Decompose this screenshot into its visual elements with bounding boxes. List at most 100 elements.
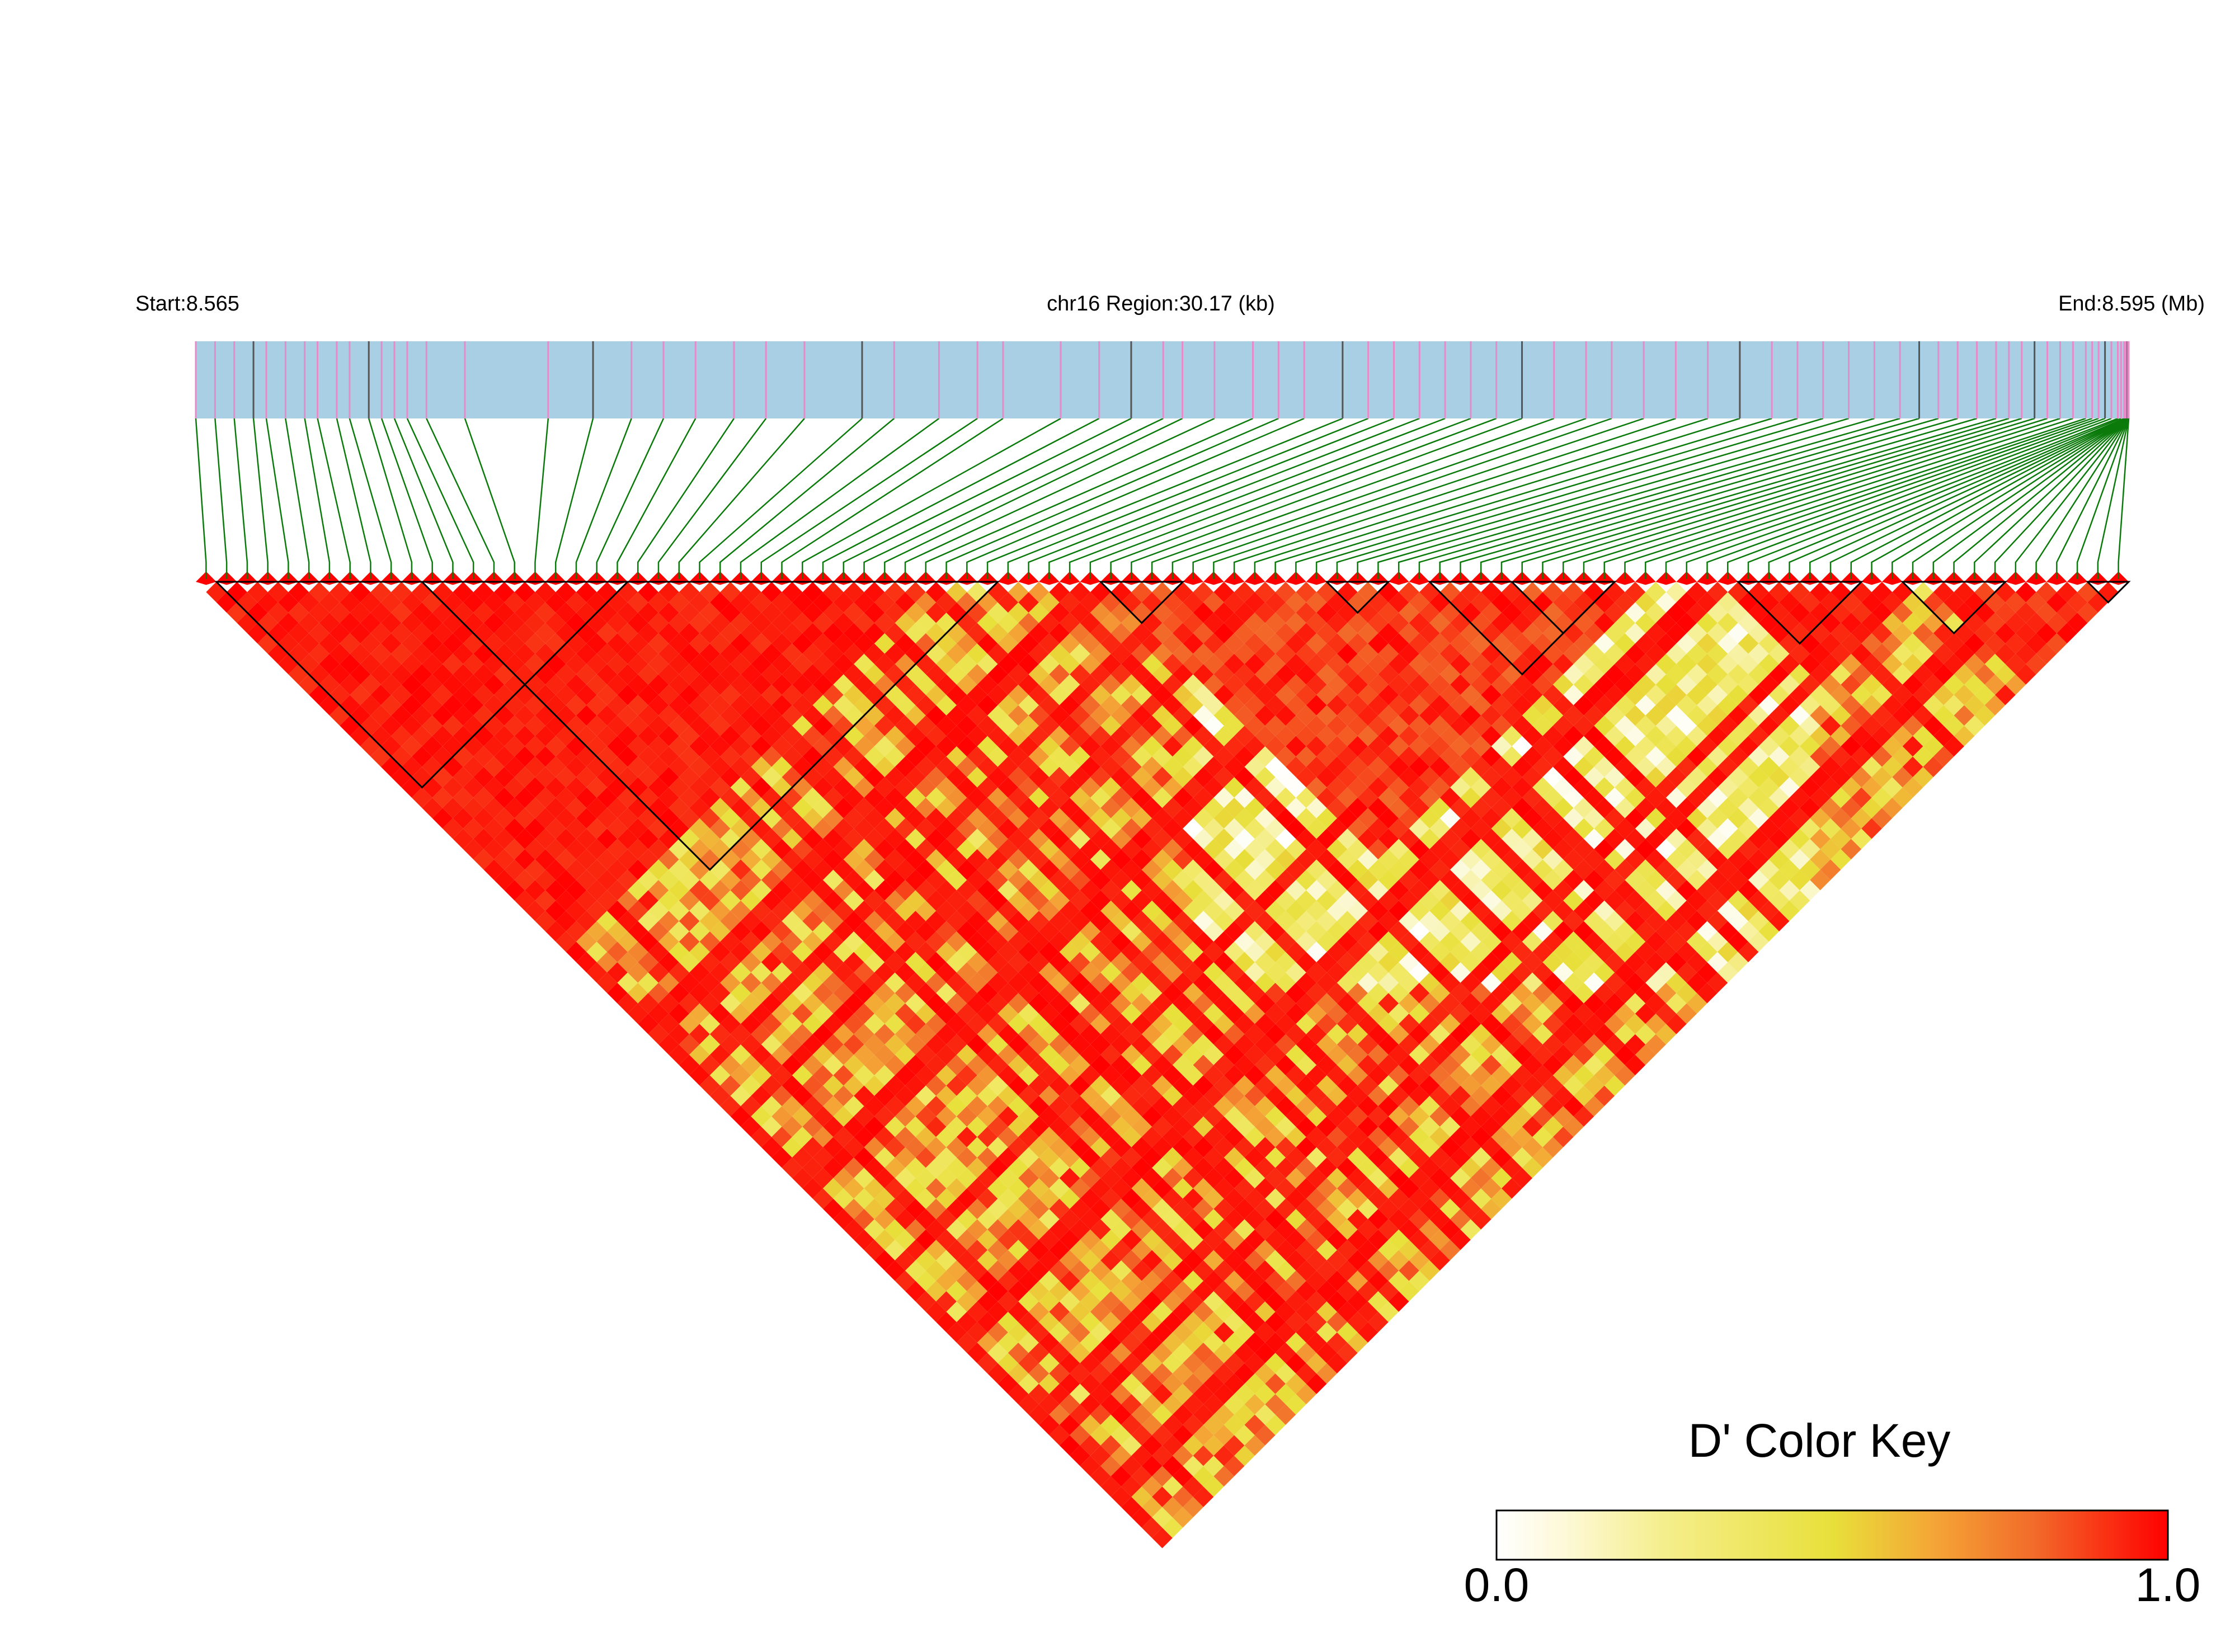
ld-cell xyxy=(1141,1435,1163,1456)
ld-cell xyxy=(1439,1013,1461,1034)
ld-cell xyxy=(1234,582,1255,603)
ld-cell xyxy=(1286,674,1306,695)
ld-cell xyxy=(1491,818,1512,839)
ld-cell xyxy=(288,602,309,623)
ld-cell xyxy=(1563,1116,1584,1137)
ld-cell xyxy=(1933,623,1954,644)
ld-cell xyxy=(1563,829,1584,849)
ld-cell xyxy=(1686,952,1707,973)
ld-cell xyxy=(1244,633,1265,654)
ld-cell xyxy=(864,1178,885,1199)
ld-cell xyxy=(1512,797,1533,818)
ld-cell xyxy=(1594,818,1615,839)
ld-cell xyxy=(1275,993,1296,1014)
ld-cell xyxy=(1028,766,1050,788)
ld-cell xyxy=(1224,653,1245,675)
ld-cell xyxy=(956,1147,977,1168)
ld-cell xyxy=(1717,859,1738,880)
ld-cell xyxy=(1265,839,1286,860)
ld-cell xyxy=(925,808,947,829)
ld-cell xyxy=(1316,602,1337,623)
ld-cell xyxy=(360,695,381,716)
ld-cell xyxy=(1347,1229,1368,1250)
ld-cell xyxy=(689,736,710,757)
ld-cell xyxy=(1244,777,1265,798)
ld-cell xyxy=(1090,1466,1111,1487)
snp-position-ticks xyxy=(195,341,2130,418)
ld-cell xyxy=(1841,756,1862,778)
ld-cell xyxy=(1542,787,1564,808)
ld-cell xyxy=(925,726,947,747)
ld-cell xyxy=(1203,942,1224,962)
ld-cell xyxy=(1604,664,1625,685)
ld-cell xyxy=(1070,1281,1090,1302)
ld-cell xyxy=(1172,1424,1193,1446)
ld-cell xyxy=(1028,931,1050,952)
ld-cell xyxy=(1141,1456,1163,1476)
ld-cell xyxy=(1347,1250,1368,1271)
ld-cell xyxy=(1254,931,1276,952)
ld-cell xyxy=(1419,993,1440,1014)
ld-cell xyxy=(1203,1332,1224,1353)
ld-cell xyxy=(1131,849,1152,870)
ld-cell xyxy=(782,602,803,623)
ld-cell xyxy=(1758,756,1780,778)
ld-cell xyxy=(1326,653,1348,675)
ld-cell xyxy=(1131,1424,1152,1446)
ld-cell xyxy=(812,1168,834,1189)
ld-cell xyxy=(1038,1147,1060,1168)
ld-cell xyxy=(1615,942,1635,962)
ld-cell xyxy=(1172,1260,1193,1281)
ld-cell xyxy=(1111,1157,1132,1178)
ld-cell xyxy=(1306,1003,1327,1024)
ld-cell xyxy=(1224,1044,1245,1065)
ld-cell xyxy=(1429,1085,1451,1107)
ld-cell xyxy=(1799,695,1820,716)
ld-cell xyxy=(1913,664,1933,685)
ld-cell xyxy=(1183,1414,1204,1436)
ld-cell xyxy=(1162,797,1183,818)
ld-cell xyxy=(1615,900,1635,921)
ld-cell xyxy=(1686,931,1707,952)
snp-connector-line xyxy=(863,417,1164,579)
ld-cell xyxy=(1121,1311,1142,1333)
snp-connector-line xyxy=(1994,418,2129,579)
snp-connector-line xyxy=(1891,417,2129,579)
ld-cell xyxy=(1728,952,1749,973)
ld-cell xyxy=(1286,1085,1306,1107)
ld-cell xyxy=(2046,613,2067,633)
ld-cell xyxy=(1501,952,1522,973)
ld-cell xyxy=(987,1281,1008,1302)
ld-cell xyxy=(1265,756,1286,778)
ld-cell xyxy=(967,1322,988,1343)
ld-cell xyxy=(1152,1075,1173,1096)
ld-cell xyxy=(1070,808,1090,829)
ld-cell xyxy=(1686,766,1707,788)
ld-cell xyxy=(1306,1373,1327,1394)
ld-cell xyxy=(782,911,803,931)
ld-cell xyxy=(1655,736,1677,757)
ld-cell xyxy=(884,1240,906,1260)
ld-cell xyxy=(1552,1003,1574,1024)
ld-cell xyxy=(1655,900,1677,921)
ld-cell xyxy=(1203,879,1224,901)
snp-connector-line xyxy=(719,418,895,579)
ld-cell xyxy=(925,1157,947,1178)
ld-cell xyxy=(946,1219,967,1240)
ld-cell xyxy=(884,1198,906,1220)
ld-cell xyxy=(1666,911,1687,931)
ld-cell xyxy=(1645,643,1667,665)
ld-cell xyxy=(1789,602,1810,623)
ld-cell xyxy=(1357,746,1378,767)
ld-cell xyxy=(1439,643,1461,665)
ld-cell xyxy=(1306,900,1327,921)
ld-cell xyxy=(833,982,854,1004)
ld-cell xyxy=(1450,653,1471,675)
ld-cell xyxy=(1491,1003,1512,1024)
snp-connector-line xyxy=(657,418,767,579)
ld-cell xyxy=(1573,674,1594,695)
ld-cell xyxy=(1254,1363,1276,1384)
ld-cell xyxy=(1450,879,1471,901)
ld-cell xyxy=(1286,653,1306,675)
ld-cell xyxy=(1183,879,1204,901)
